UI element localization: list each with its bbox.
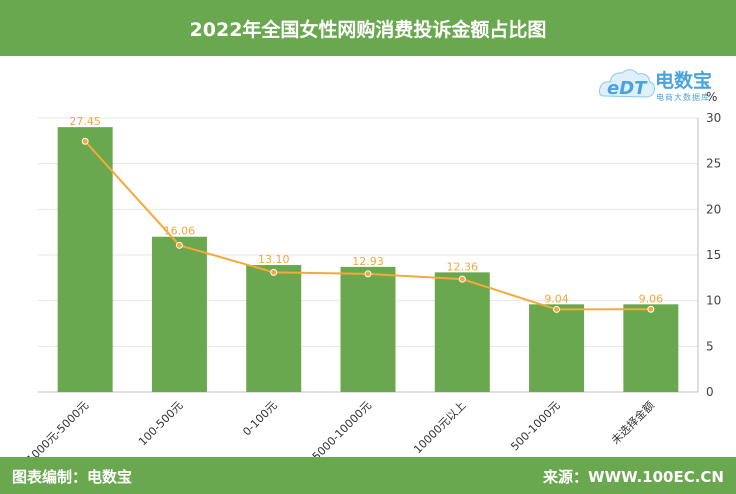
- bar: [151, 236, 207, 392]
- y-tick-label: 10: [706, 294, 721, 308]
- y-tick-label: 0: [706, 385, 714, 399]
- x-tick-label: 0-100元: [240, 399, 280, 439]
- data-label: 27.45: [69, 115, 101, 128]
- y-tick-label: 30: [706, 111, 721, 125]
- line-point: [81, 137, 89, 145]
- footer-source: 来源：WWW.100EC.CN: [543, 468, 724, 486]
- bar: [529, 304, 585, 392]
- x-tick-label: 5000-10000元: [310, 399, 374, 457]
- footer-bar: 图表编制：电数宝 来源：WWW.100EC.CN: [0, 457, 736, 494]
- bar: [623, 304, 679, 392]
- y-axis-unit: %: [706, 90, 718, 104]
- bar: [57, 127, 113, 392]
- y-tick-label: 15: [706, 248, 721, 262]
- logo-name: 电数宝: [655, 70, 713, 92]
- data-label: 16.06: [164, 225, 196, 238]
- line-point: [553, 305, 561, 313]
- chart-title-bar: 2022年全国女性网购消费投诉金额占比图: [0, 0, 736, 56]
- line-point: [647, 305, 655, 313]
- line-point: [270, 268, 278, 276]
- line-point: [364, 270, 372, 278]
- x-tick-label: 10000元以上: [411, 399, 468, 456]
- x-tick-label: 未选择金额: [608, 398, 657, 447]
- data-label: 13.10: [258, 253, 290, 266]
- y-tick-label: 25: [706, 157, 721, 171]
- bar: [246, 265, 302, 392]
- x-tick-label: 100-500元: [136, 399, 185, 448]
- data-label: 9.06: [639, 292, 664, 305]
- logo-subtitle: 电商大数据库: [656, 93, 710, 102]
- line-point: [175, 241, 183, 249]
- x-tick-label: 500-1000元: [508, 399, 562, 453]
- chart-title: 2022年全国女性网购消费投诉金额占比图: [189, 18, 547, 41]
- data-label: 9.04: [544, 292, 569, 305]
- logo-mark: eDT: [607, 78, 647, 99]
- logo-cloud-icon: [599, 69, 655, 98]
- x-tick-label: 1000元-5000元: [24, 399, 91, 457]
- bar: [340, 266, 396, 392]
- data-label: 12.36: [447, 260, 479, 273]
- chart-plot: 0 5 10 15 20 25 30 1000元-5000元 100-500元 0-100元 500…: [24, 111, 721, 457]
- bar: [434, 272, 490, 392]
- line-point: [458, 275, 466, 283]
- footer-credit: 图表编制：电数宝: [12, 468, 133, 486]
- y-tick-label: 20: [706, 202, 721, 216]
- y-tick-label: 5: [706, 339, 714, 353]
- data-label: 12.93: [352, 255, 384, 268]
